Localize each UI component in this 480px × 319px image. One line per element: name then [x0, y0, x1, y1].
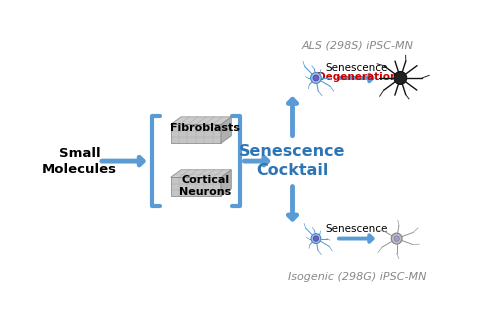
Text: Senescence: Senescence [325, 63, 388, 73]
Text: ALS (298S) iPSC-MN: ALS (298S) iPSC-MN [301, 40, 414, 50]
Text: Senescence
Cocktail: Senescence Cocktail [239, 144, 346, 178]
Text: Degeneration: Degeneration [317, 72, 397, 82]
Polygon shape [171, 124, 221, 143]
Circle shape [313, 236, 319, 241]
Circle shape [394, 236, 399, 241]
Polygon shape [221, 117, 231, 143]
Text: Isogenic (298G) iPSC-MN: Isogenic (298G) iPSC-MN [288, 272, 427, 282]
Text: Senescence: Senescence [325, 224, 388, 234]
Circle shape [311, 234, 321, 243]
Circle shape [391, 233, 402, 244]
Polygon shape [171, 117, 231, 124]
Polygon shape [171, 177, 221, 196]
Circle shape [313, 75, 319, 81]
Text: Cortical
Neurons: Cortical Neurons [179, 175, 231, 197]
Circle shape [311, 72, 321, 83]
Polygon shape [171, 170, 231, 177]
Text: Small
Molecules: Small Molecules [42, 147, 117, 175]
Text: Fibroblasts: Fibroblasts [170, 123, 240, 133]
Polygon shape [221, 170, 231, 196]
Circle shape [394, 71, 407, 85]
